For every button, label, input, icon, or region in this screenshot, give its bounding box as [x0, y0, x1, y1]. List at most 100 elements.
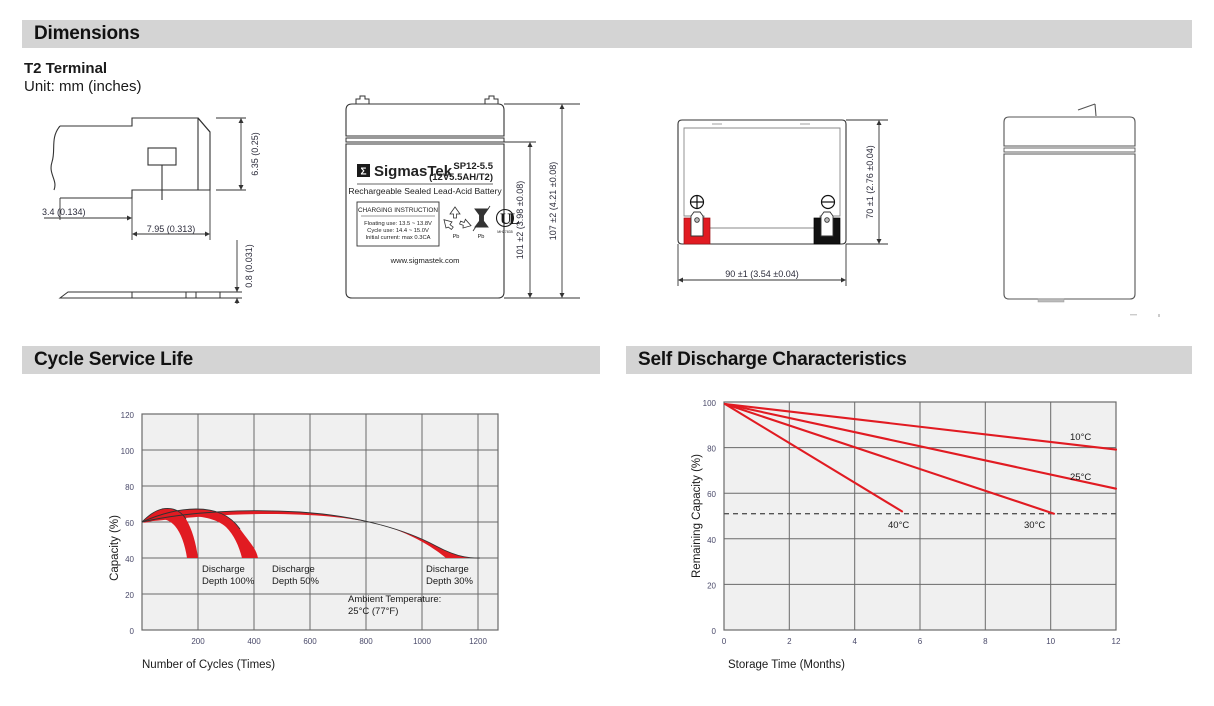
cycle-grid-horizontal	[142, 449, 498, 595]
annot-dod-50-line2: Depth 50%	[272, 576, 320, 587]
self-ytick-20: 20	[707, 581, 716, 590]
label-battery-type: Rechargeable Sealed Lead-Acid Battery	[348, 186, 502, 196]
self-line-25c	[723, 402, 1118, 490]
cycle-band-dod-30	[142, 510, 480, 559]
svg-text:L: L	[509, 211, 520, 228]
self-discharge-lines	[723, 402, 1118, 515]
self-label-25c: 25°C	[1070, 472, 1091, 483]
chart-self-discharge: 10°C 25°C 30°C 40°C 100 80 60 40 20 0 0 …	[691, 399, 1121, 671]
cycle-x-axis-title: Number of Cycles (Times)	[142, 659, 275, 671]
diagram-t2-terminal-detail: 6.35 (0.25) 3.4 (0.134) 7.95 (0.313) 0.8…	[42, 117, 260, 304]
self-label-40c: 40°C	[888, 520, 909, 531]
cycle-annotations: Discharge Depth 100% Discharge Depth 50%…	[202, 564, 474, 617]
cycle-ytick-120: 120	[121, 411, 135, 420]
label-website: www.sigmastek.com	[390, 256, 460, 265]
label-charging-line-1: Floating use: 13.5 ~ 13.8V	[364, 221, 432, 227]
self-ytick-100: 100	[703, 399, 717, 408]
self-ytick-80: 80	[707, 445, 716, 454]
cycle-grid-vertical	[197, 414, 479, 630]
terminal-type-heading: T2 Terminal	[24, 60, 108, 77]
negative-tab-icon	[820, 211, 834, 237]
cycle-ytick-60: 60	[125, 519, 134, 528]
cycle-band-dod-50	[142, 509, 258, 558]
self-x-ticks: 0 2 4 6 8 10 12	[722, 637, 1121, 646]
self-x-axis-title: Storage Time (Months)	[728, 659, 845, 671]
recycle-icon-caption: Pb	[453, 234, 460, 240]
section-title-dimensions: Dimensions	[34, 23, 140, 44]
label-charging-line-3: Initial current: max 0.3CA	[365, 235, 430, 241]
cycle-ytick-20: 20	[125, 591, 134, 600]
cycle-xtick-1000: 1000	[413, 637, 431, 646]
crossed-bin-icon	[472, 205, 491, 232]
self-xtick-8: 8	[983, 637, 988, 646]
dim-terminal-offset: 3.4 (0.134)	[42, 207, 86, 217]
ul-mark-icon: U L	[495, 208, 520, 228]
self-series-labels: 10°C 25°C 30°C 40°C	[888, 432, 1091, 531]
positive-polarity-icon	[689, 194, 705, 210]
label-charging-line-2: Cycle use: 14.4 ~ 15.0V	[367, 228, 429, 234]
cycle-xtick-600: 600	[303, 637, 317, 646]
annot-ambient-line1: Ambient Temperature:	[348, 594, 441, 605]
diagram-battery-side-view	[1003, 103, 1160, 317]
section-header-self-discharge: Self Discharge Characteristics	[626, 346, 1192, 374]
self-xtick-6: 6	[918, 637, 923, 646]
section-title-self-discharge: Self Discharge Characteristics	[638, 349, 907, 370]
chart-cycle-service-life: 120 100 80 60 40 20 0 200 400 600 800 10…	[109, 411, 499, 671]
sigmas-logo-mark	[357, 164, 370, 177]
self-xtick-10: 10	[1046, 637, 1055, 646]
dim-top-depth: 70 ±1 (2.76 ±0.04)	[865, 145, 875, 218]
self-line-30c	[723, 402, 1056, 515]
self-ytick-60: 60	[707, 490, 716, 499]
cycle-y-axis-title: Capacity (%)	[109, 515, 121, 581]
label-spec: (12V5.5AH/T2)	[429, 172, 493, 183]
dim-front-height-lid: 101 ±2 (3.98 ±0.08)	[515, 181, 525, 259]
self-xtick-4: 4	[852, 637, 857, 646]
cycle-band-dod-100	[142, 508, 198, 558]
self-line-10c	[723, 402, 1118, 451]
self-label-10c: 10°C	[1070, 432, 1091, 443]
cycle-ytick-0: 0	[130, 627, 135, 636]
annot-dod-100-line2: Depth 100%	[202, 576, 255, 587]
label-charging-title: CHARGING INSTRUCTION	[358, 207, 438, 214]
negative-polarity-icon	[820, 194, 836, 210]
unit-note: Unit: mm (inches)	[24, 78, 142, 95]
svg-text:Σ: Σ	[360, 167, 366, 178]
annot-dod-30-line2: Depth 30%	[426, 576, 474, 587]
cycle-ytick-80: 80	[125, 483, 134, 492]
cycle-xtick-1200: 1200	[469, 637, 487, 646]
annot-dod-30-line1: Discharge	[426, 564, 469, 575]
self-xtick-0: 0	[722, 637, 727, 646]
label-model: SP12-5.5	[453, 161, 493, 172]
recycle-icon	[443, 206, 472, 231]
cycle-x-ticks: 200 400 600 800 1000 1200	[191, 637, 487, 646]
crossed-bin-icon-caption: Pb	[478, 234, 485, 240]
self-y-axis-title: Remaining Capacity (%)	[691, 454, 703, 578]
diagram-battery-front-view: Σ SigmasTek SP12-5.5 (12V5.5AH/T2) Recha…	[345, 95, 580, 299]
positive-tab-icon	[690, 211, 704, 237]
annot-dod-50-line1: Discharge	[272, 564, 315, 575]
cycle-ytick-100: 100	[121, 447, 135, 456]
svg-text:U: U	[500, 211, 512, 228]
dim-top-width: 90 ±1 (3.54 ±0.04)	[725, 269, 798, 279]
dim-terminal-height: 6.35 (0.25)	[250, 132, 260, 176]
dim-terminal-width: 7.95 (0.313)	[147, 224, 196, 234]
self-ytick-40: 40	[707, 536, 716, 545]
self-ytick-0: 0	[712, 627, 717, 636]
cycle-curve-outline	[141, 508, 481, 559]
self-line-40c	[723, 402, 904, 513]
dim-front-total-height: 107 ±2 (4.21 ±0.08)	[548, 162, 558, 240]
cycle-xtick-800: 800	[359, 637, 373, 646]
annot-ambient-line2: 25°C (77°F)	[348, 606, 398, 617]
annot-dod-100-line1: Discharge	[202, 564, 245, 575]
section-title-cycle-service-life: Cycle Service Life	[34, 349, 194, 370]
self-xtick-12: 12	[1112, 637, 1121, 646]
cycle-xtick-400: 400	[247, 637, 261, 646]
cycle-xtick-200: 200	[191, 637, 205, 646]
self-y-ticks: 100 80 60 40 20 0	[703, 399, 717, 636]
label-brand: SigmasTek	[374, 163, 453, 180]
cycle-curve-bands	[142, 508, 480, 559]
self-xtick-2: 2	[787, 637, 792, 646]
cycle-ytick-40: 40	[125, 555, 134, 564]
section-header-dimensions: Dimensions	[22, 20, 1192, 48]
diagram-battery-top-view: 70 ±1 (2.76 ±0.04) 90 ±1 (3.54 ±0.04)	[677, 119, 888, 286]
